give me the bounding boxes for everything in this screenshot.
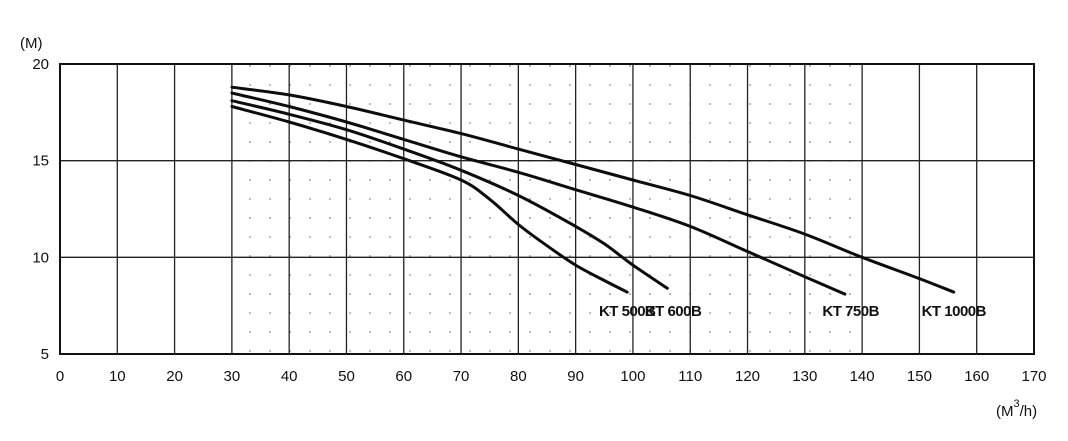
x-axis-unit-end: /h): [1020, 403, 1038, 420]
x-tick-label: 40: [281, 368, 298, 385]
x-tick-label: 0: [56, 368, 64, 385]
x-axis-unit-label: (M3/h): [996, 398, 1037, 420]
series-line-kt-500b: [230, 105, 629, 294]
x-tick-label: 20: [166, 368, 183, 385]
x-tick-label: 170: [1021, 368, 1046, 385]
y-tick-label: 15: [32, 153, 49, 170]
x-tick-label: 110: [678, 368, 702, 385]
x-tick-label: 50: [338, 368, 355, 385]
plot-frame: [59, 63, 1035, 355]
x-tick-label: 100: [620, 368, 645, 385]
x-tick-label: 120: [735, 368, 760, 385]
x-axis-unit-superscript: 3: [1014, 398, 1020, 410]
x-tick-label: 10: [109, 368, 126, 385]
x-tick-label: 130: [792, 368, 817, 385]
x-tick-label: 30: [224, 368, 241, 385]
curve-label-kt-600b: KT 600B: [645, 303, 702, 320]
x-tick-label: 90: [567, 368, 584, 385]
series-line-kt-750b: [230, 91, 847, 296]
curve-label-kt-750b: KT 750B: [822, 303, 879, 320]
curve-label-kt-500b: KT 500B: [599, 303, 656, 320]
grid-lines: [59, 63, 1035, 355]
x-axis-unit-main: (M: [996, 403, 1014, 420]
series-group: [230, 85, 956, 296]
x-tick-label: 60: [395, 368, 412, 385]
x-tick-label: 150: [907, 368, 932, 385]
series-line-kt-1000b: [230, 85, 956, 294]
y-tick-label: 20: [32, 56, 49, 73]
x-tick-label: 70: [453, 368, 470, 385]
x-tick-label: 160: [964, 368, 989, 385]
y-axis-unit-label: (M): [20, 35, 43, 52]
y-tick-label: 5: [41, 346, 49, 363]
x-tick-label: 140: [850, 368, 875, 385]
x-tick-label: 80: [510, 368, 527, 385]
curve-label-kt-1000b: KT 1000B: [922, 303, 987, 320]
series-line-kt-600b: [230, 99, 669, 290]
tick-labels: 0 10 20 30 40 50 60 70 80 90 100 110 120 130 140 150 160…: [32, 56, 1046, 385]
y-tick-label: 10: [32, 249, 49, 266]
